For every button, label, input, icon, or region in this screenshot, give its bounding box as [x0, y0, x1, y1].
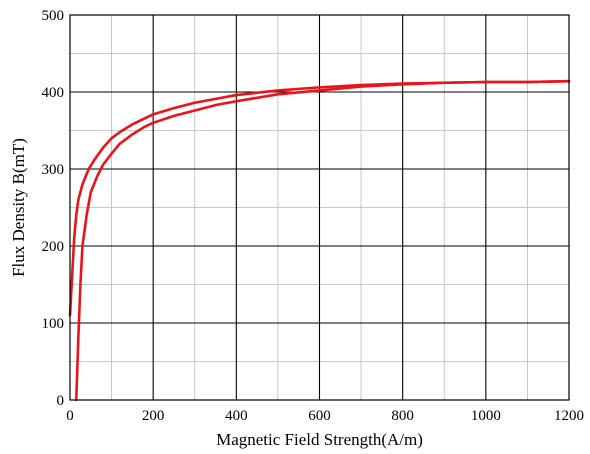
x-tick-label: 1000: [471, 408, 501, 424]
y-tick-label: 100: [42, 316, 65, 332]
major-grid: [70, 15, 569, 400]
y-tick-label: 200: [42, 239, 65, 255]
x-tick-label: 400: [225, 408, 248, 424]
series-line-2: [74, 79, 571, 402]
x-tick-label: 800: [391, 408, 414, 424]
x-tick-label: 600: [308, 408, 331, 424]
series-layer: [68, 79, 571, 402]
plot-frame: [69, 14, 570, 401]
x-axis-title: Magnetic Field Strength(A/m): [216, 430, 423, 449]
y-tick-label: 0: [57, 393, 65, 409]
x-tick-label: 1200: [554, 408, 584, 424]
y-tick-label: 400: [42, 85, 65, 101]
y-axis-title: Flux Density B(mT): [9, 138, 28, 277]
x-axis-ticks: 0 200 400 600 800 1000 1200: [66, 408, 584, 424]
x-tick-label: 200: [142, 408, 165, 424]
y-tick-label: 300: [42, 162, 65, 178]
x-tick-label: 0: [66, 408, 74, 424]
y-tick-label: 500: [42, 8, 65, 24]
y-axis-ticks: 0 100 200 300 400 500: [42, 8, 65, 409]
